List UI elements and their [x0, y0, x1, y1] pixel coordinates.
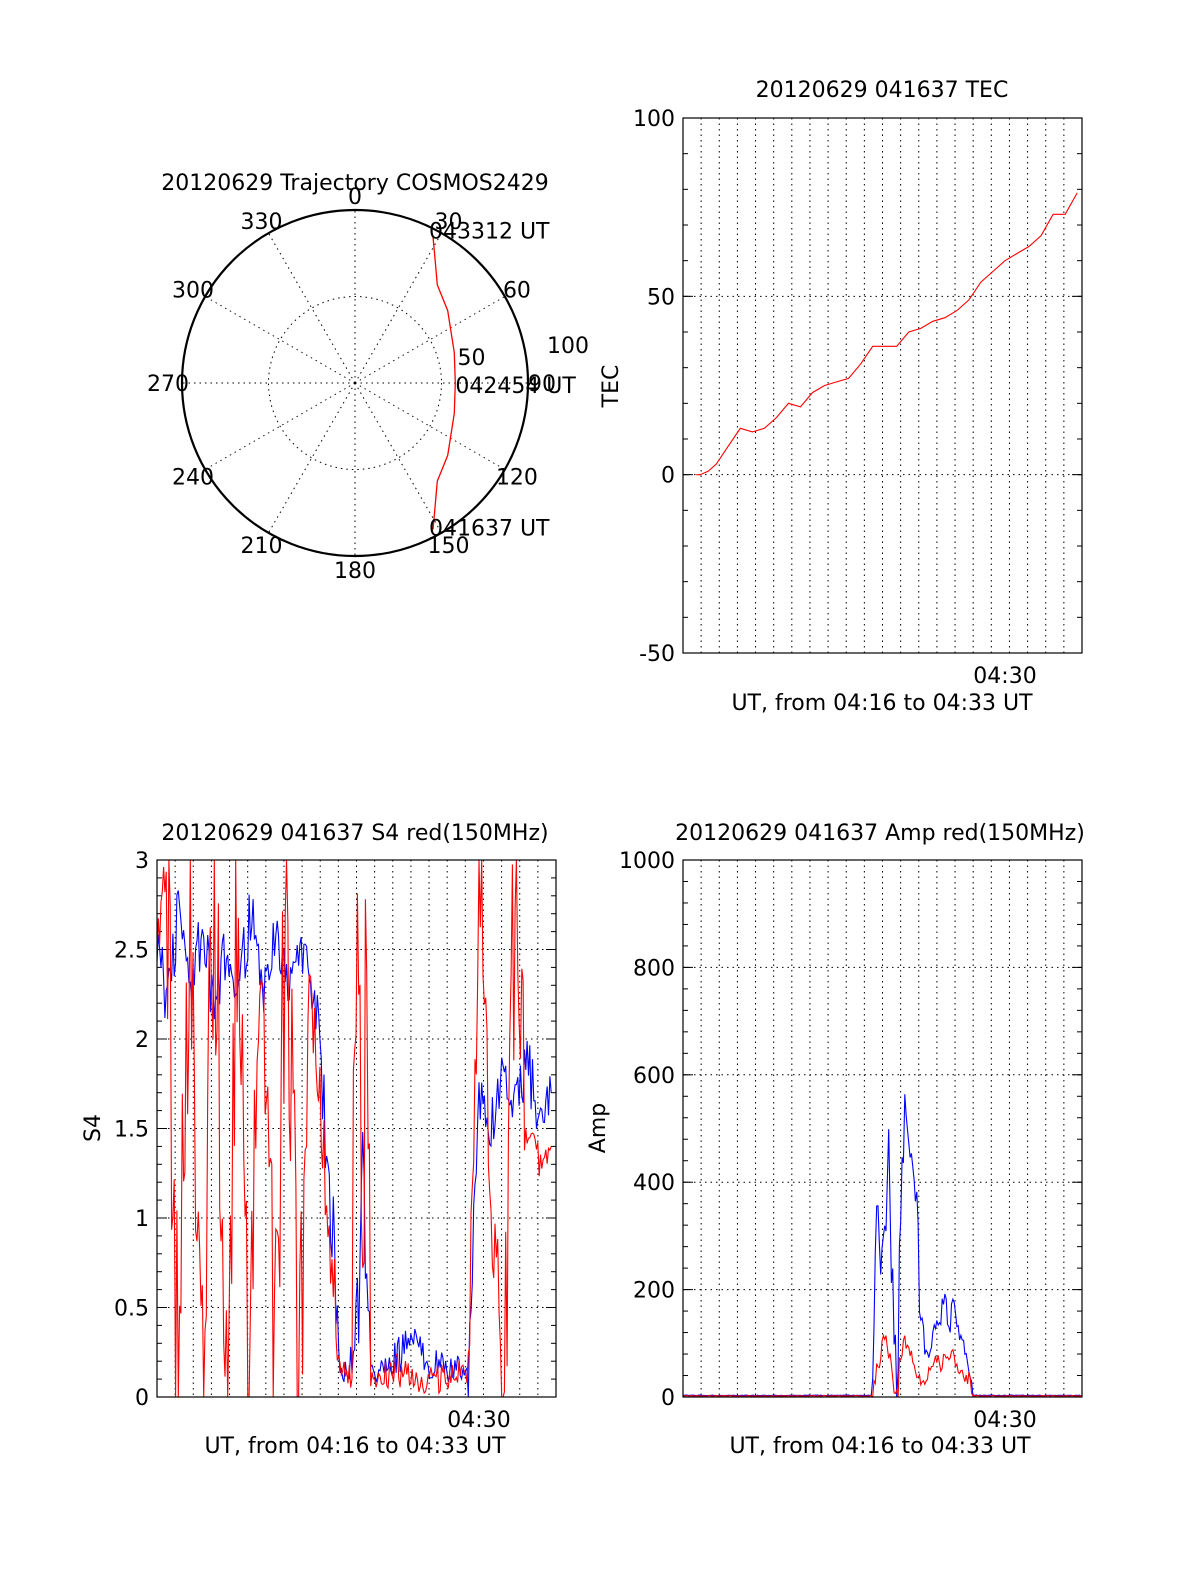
amp-y-tick-label: 200 — [633, 1279, 675, 1304]
s4-x-axis-label: UT, from 04:16 to 04:33 UT — [204, 1434, 506, 1459]
polar-time-annotation: 043312 UT — [429, 219, 550, 244]
amp-y-tick-label: 0 — [661, 1386, 675, 1411]
polar-grid-circle-50 — [268, 296, 442, 470]
s4-plot: 20120629 041637 S4 red(150MHz) UT, from … — [81, 821, 557, 1459]
s4-y-tick-label: 1.5 — [114, 1118, 149, 1143]
polar-azimuth-label: 330 — [241, 210, 283, 235]
tec-y-tick-label: 50 — [647, 285, 675, 310]
polar-azimuth-label: 120 — [496, 466, 538, 491]
polar-azimuth-label: 210 — [241, 534, 283, 559]
polar-radial-label: 100 — [547, 334, 589, 359]
s4-y-tick-label: 0 — [135, 1386, 149, 1411]
amp-y-tick-label: 400 — [633, 1171, 675, 1196]
polar-grid-spoke — [204, 382, 356, 470]
polar-azimuth-label: 270 — [147, 372, 189, 397]
s4-plot-frame — [156, 859, 557, 1398]
tec-series-line — [696, 192, 1078, 476]
polar-grid-spoke — [354, 382, 442, 534]
tec-title: 20120629 041637 TEC — [756, 78, 1009, 103]
s4-x-tick-label: 04:30 — [447, 1408, 510, 1433]
polar-azimuth-label: 30 — [435, 210, 463, 235]
s4-series-line — [156, 890, 552, 1398]
polar-grid-spoke — [354, 382, 506, 470]
polar-azimuth-label: 300 — [172, 279, 214, 304]
amp-y-tick-label: 600 — [633, 1064, 675, 1089]
polar-radial-label: 50 — [458, 346, 486, 371]
polar-azimuth-labels: 0 30 60 90 120 150 180 210 240 270 300 330 50 100 — [147, 185, 589, 584]
tec-plot: 20120629 041637 TEC UT, from 04:16 to 04… — [599, 78, 1083, 716]
s4-y-tick-label: 1 — [135, 1207, 149, 1232]
amp-y-tick-label: 800 — [633, 956, 675, 981]
amp-series-line — [682, 1094, 1083, 1398]
amp-x-axis-label: UT, from 04:16 to 04:33 UT — [729, 1434, 1031, 1459]
tec-y-tick-label: -50 — [639, 642, 675, 667]
polar-grid-spoke — [268, 382, 356, 534]
polar-azimuth-label: 240 — [172, 466, 214, 491]
polar-grid-spoke — [354, 296, 506, 384]
s4-y-tick-label: 3 — [135, 849, 149, 874]
polar-azimuth-label: 60 — [503, 279, 531, 304]
tec-x-axis-label: UT, from 04:16 to 04:33 UT — [731, 691, 1033, 716]
polar-title: 20120629 Trajectory COSMOS2429 — [161, 171, 548, 196]
tec-y-tick-label: 100 — [633, 107, 675, 132]
polar-time-annotation: 041637 UT — [429, 517, 550, 542]
polar-trajectory-plot: 20120629 Trajectory COSMOS2429 0 30 60 90 12… — [147, 171, 589, 584]
tec-x-tick-label: 04:30 — [973, 664, 1036, 689]
amp-y-tick-label: 1000 — [619, 849, 675, 874]
polar-trajectory-line — [432, 236, 456, 530]
s4-y-tick-label: 2.5 — [114, 939, 149, 964]
polar-grid — [180, 208, 530, 558]
polar-grid-spoke — [204, 296, 356, 384]
polar-azimuth-label: 180 — [334, 559, 376, 584]
polar-azimuth-label: 0 — [348, 185, 362, 210]
amp-series-line — [682, 1333, 1083, 1399]
amp-y-axis-label: Amp — [586, 1103, 611, 1153]
polar-outer-circle — [180, 208, 530, 558]
s4-series-line — [156, 859, 552, 1398]
polar-azimuth-label: 150 — [428, 534, 470, 559]
tec-plot-frame — [682, 117, 1083, 654]
polar-trajectory-series: 043312 UT 042454 UT 041637 UT — [429, 219, 576, 541]
s4-y-tick-label: 0.5 — [114, 1297, 149, 1322]
polar-grid-spoke — [268, 232, 356, 384]
polar-azimuth-label: 90 — [528, 372, 556, 397]
amp-plot-frame — [682, 859, 1083, 1398]
polar-time-annotation: 042454 UT — [455, 374, 576, 399]
tec-y-tick-label: 0 — [661, 464, 675, 489]
s4-y-tick-label: 2 — [135, 1028, 149, 1053]
s4-y-axis-label: S4 — [81, 1114, 106, 1142]
amp-title: 20120629 041637 Amp red(150MHz) — [675, 821, 1085, 846]
tec-y-axis-label: TEC — [599, 365, 624, 409]
s4-title: 20120629 041637 S4 red(150MHz) — [161, 821, 548, 846]
amp-plot: 20120629 041637 Amp red(150MHz) UT, from… — [586, 821, 1085, 1459]
amp-x-tick-label: 04:30 — [973, 1408, 1036, 1433]
polar-grid-spoke — [354, 232, 442, 384]
